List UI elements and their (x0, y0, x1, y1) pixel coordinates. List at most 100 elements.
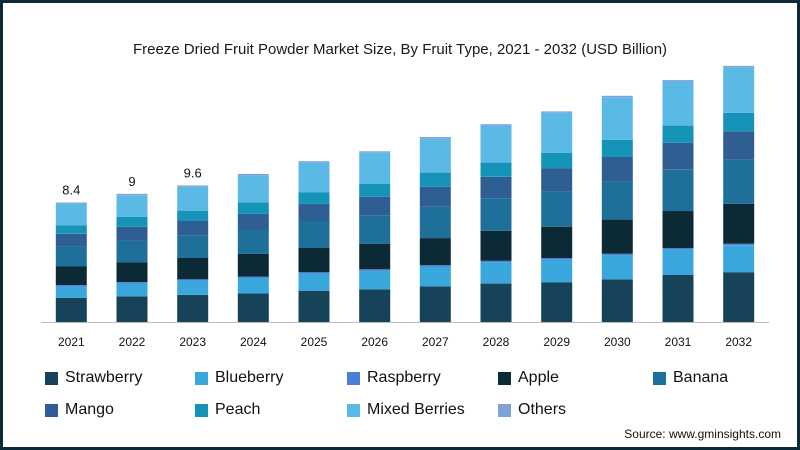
bar-segment-others-2025 (298, 161, 330, 163)
bar-segment-peach-2025 (298, 192, 330, 204)
bar-segment-strawberry-2032 (723, 272, 755, 322)
legend-label: Others (518, 401, 567, 418)
bar-segment-banana-2023 (177, 235, 209, 258)
bar-segment-mixed-berries-2030 (601, 97, 633, 140)
bar-segment-blueberry-2032 (723, 245, 755, 273)
legend-swatch (653, 371, 666, 385)
bar-total-label: 9.6 (184, 165, 202, 180)
bar-segment-mango-2026 (359, 196, 391, 216)
bar-segment-mango-2028 (480, 176, 512, 199)
bar-segment-peach-2028 (480, 162, 512, 177)
legend-swatch (195, 403, 208, 417)
bar-segment-apple-2029 (541, 226, 573, 258)
bar-segment-mixed-berries-2025 (298, 162, 330, 193)
bar-segment-others-2030 (601, 95, 633, 98)
legend-swatch (195, 371, 208, 385)
bar-segment-strawberry-2029 (541, 282, 573, 322)
bar-segment-peach-2024 (237, 202, 269, 214)
bar-segment-apple-2025 (298, 248, 330, 273)
x-tick-label: 2032 (725, 335, 752, 349)
bar-segment-others-2029 (541, 111, 573, 113)
chart-title: Freeze Dried Fruit Powder Market Size, B… (132, 41, 668, 58)
bar-segment-raspberry-2026 (359, 269, 391, 271)
bar-segment-mixed-berries-2031 (662, 81, 694, 126)
bar-segment-blueberry-2031 (662, 249, 694, 275)
bar-segment-banana-2027 (419, 206, 451, 238)
x-tick-label: 2023 (179, 335, 206, 349)
legend-label: Banana (673, 369, 729, 386)
legend-item-others: Others (498, 401, 566, 419)
bar-segment-mango-2024 (237, 213, 269, 230)
bar-segment-mango-2021 (55, 233, 87, 247)
bar-segment-apple-2026 (359, 243, 391, 270)
bar-segment-mixed-berries-2023 (177, 186, 209, 211)
bar-segment-blueberry-2024 (237, 277, 269, 294)
legend-swatch (347, 403, 360, 417)
legend-swatch (347, 371, 360, 385)
bar-segment-others-2032 (723, 65, 755, 68)
bar-segment-strawberry-2030 (601, 279, 633, 322)
bar-segment-mixed-berries-2027 (419, 138, 451, 173)
legend-swatch (498, 371, 511, 385)
x-tick-label: 2029 (543, 335, 570, 349)
legend-item-peach: Peach (195, 401, 260, 419)
bar-segment-apple-2024 (237, 253, 269, 277)
bar-segment-blueberry-2029 (541, 259, 573, 283)
legend-item-blueberry: Blueberry (195, 369, 283, 387)
bar-segment-others-2028 (480, 124, 512, 126)
bar-segment-apple-2031 (662, 211, 694, 248)
bar-total-label: 9 (128, 174, 135, 189)
bar-segment-mixed-berries-2032 (723, 67, 755, 113)
bar-segment-mango-2030 (601, 156, 633, 182)
bar-segment-banana-2021 (55, 246, 87, 267)
bar-segment-raspberry-2023 (177, 279, 209, 281)
bar-segment-raspberry-2024 (237, 276, 269, 278)
bar-segment-apple-2032 (723, 203, 755, 244)
bar-segment-peach-2027 (419, 172, 451, 187)
bar-segment-apple-2030 (601, 219, 633, 254)
bar-segment-raspberry-2032 (723, 243, 755, 246)
bar-segment-apple-2021 (55, 266, 87, 285)
bar-segment-mango-2029 (541, 168, 573, 192)
bar-segment-peach-2022 (116, 216, 148, 227)
bar-segment-banana-2030 (601, 181, 633, 220)
bar-segment-banana-2028 (480, 198, 512, 231)
bar-segment-blueberry-2026 (359, 270, 391, 290)
bar-segment-raspberry-2029 (541, 258, 573, 260)
bar-segment-blueberry-2021 (55, 286, 87, 298)
legend-swatch (45, 403, 58, 417)
legend-item-banana: Banana (653, 369, 728, 387)
bar-segment-mixed-berries-2028 (480, 125, 512, 163)
bar-segment-blueberry-2023 (177, 280, 209, 295)
bar-segment-raspberry-2030 (601, 253, 633, 256)
bar-segment-banana-2026 (359, 215, 391, 244)
bar-segment-strawberry-2021 (55, 297, 87, 322)
bar-segment-mango-2023 (177, 221, 209, 236)
bar-segment-peach-2023 (177, 211, 209, 221)
bar-segment-apple-2023 (177, 258, 209, 280)
legend-item-mango: Mango (45, 401, 114, 419)
bar-segment-strawberry-2022 (116, 296, 148, 322)
bar-segment-mixed-berries-2021 (55, 203, 87, 226)
bar-segment-raspberry-2025 (298, 272, 330, 274)
legend-item-strawberry: Strawberry (45, 369, 142, 387)
legend-label: Mixed Berries (367, 401, 465, 418)
legend-item-apple: Apple (498, 369, 559, 387)
legend-label: Blueberry (215, 369, 284, 386)
legend-item-raspberry: Raspberry (347, 369, 441, 387)
bar-segment-apple-2022 (116, 262, 148, 283)
bar-segment-strawberry-2031 (662, 275, 694, 322)
bar-segment-strawberry-2028 (480, 283, 512, 322)
bar-segment-blueberry-2030 (601, 255, 633, 280)
legend-label: Raspberry (367, 369, 441, 386)
bar-segment-others-2027 (419, 137, 451, 139)
bar-segment-others-2021 (55, 202, 87, 204)
bar-segment-others-2026 (359, 151, 391, 153)
bar-segment-peach-2029 (541, 152, 573, 169)
bar-segment-peach-2030 (601, 139, 633, 157)
bar-segment-mango-2031 (662, 142, 694, 170)
bar-total-label: 8.4 (62, 183, 80, 198)
bar-segment-mixed-berries-2022 (116, 195, 148, 217)
x-tick-label: 2024 (240, 335, 267, 349)
bar-segment-others-2022 (116, 193, 148, 196)
